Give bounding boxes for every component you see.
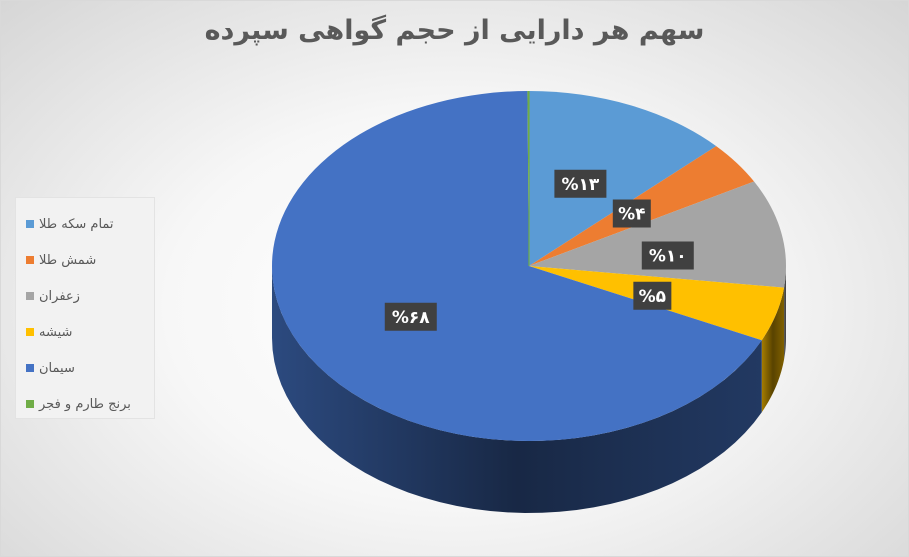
pie-side-walls	[272, 266, 786, 513]
legend-label: سیمان	[39, 360, 75, 376]
data-label-text-1: %۴	[618, 205, 645, 225]
legend-swatch	[26, 328, 34, 336]
legend: تمام سکه طلا شمش طلا زعفران شیشه سیمان برنج ط…	[15, 197, 155, 419]
legend-label: برنج طارم و فجر	[39, 396, 131, 412]
chart-title: سهم هر دارایی از حجم گواهی سپرده	[204, 15, 705, 46]
data-label-4: %۶۸	[384, 302, 437, 331]
legend-swatch	[26, 256, 34, 264]
data-label-text-2: %۱۰	[649, 247, 687, 267]
pie-side-3	[761, 287, 785, 413]
pie-slices	[272, 91, 786, 441]
legend-swatch	[26, 364, 34, 372]
data-label-3: %۵	[633, 281, 672, 310]
pie-side-4	[272, 266, 762, 513]
legend-label: زعفران	[39, 288, 80, 304]
data-label-text-0: %۱۳	[562, 175, 600, 195]
legend-swatch	[26, 400, 34, 408]
legend-item-2[interactable]: زعفران	[16, 278, 154, 314]
legend-item-1[interactable]: شمش طلا	[16, 242, 154, 278]
legend-label: شمش طلا	[39, 252, 97, 268]
legend-item-3[interactable]: شیشه	[16, 314, 154, 350]
legend-label: شیشه	[39, 324, 73, 340]
legend-label: تمام سکه طلا	[39, 216, 114, 232]
data-label-2: %۱۰	[641, 241, 694, 270]
legend-swatch	[26, 292, 34, 300]
data-label-text-3: %۵	[639, 287, 666, 307]
data-labels: %۱۳ %۴ %۱۰ %۵ %۶۸	[384, 169, 694, 331]
legend-item-4[interactable]: سیمان	[16, 350, 154, 386]
data-label-text-4: %۶۸	[392, 308, 430, 328]
pie-slice-4[interactable]	[272, 91, 762, 441]
legend-item-0[interactable]: تمام سکه طلا	[16, 206, 154, 242]
pie-slice-0[interactable]	[529, 91, 717, 266]
legend-swatch	[26, 220, 34, 228]
data-label-0: %۱۳	[554, 169, 607, 198]
data-label-1: %۴	[612, 199, 651, 228]
pie-slice-2[interactable]	[529, 181, 786, 288]
legend-item-5[interactable]: برنج طارم و فجر	[16, 386, 154, 422]
pie-side-2	[784, 266, 786, 360]
